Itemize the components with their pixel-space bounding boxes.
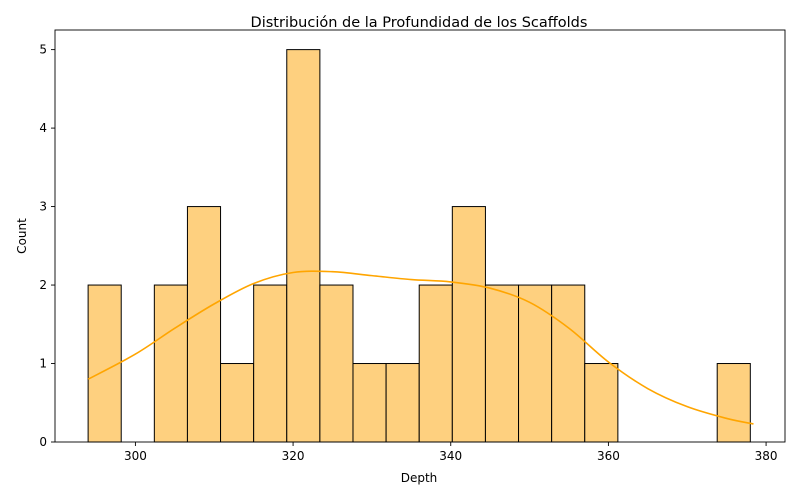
x-tick-label: 300 xyxy=(124,449,147,463)
histogram-bar xyxy=(253,284,288,443)
y-tick-label: 2 xyxy=(39,278,47,292)
x-axis-label: Depth xyxy=(401,471,438,485)
histogram-bar xyxy=(484,284,520,443)
plot-frame xyxy=(54,29,786,443)
y-tick-label: 1 xyxy=(39,357,47,371)
histogram-bar xyxy=(584,363,619,443)
histogram-bar xyxy=(551,284,586,443)
y-tick-label: 5 xyxy=(39,43,47,57)
histogram-bar xyxy=(716,363,751,443)
histogram-bar xyxy=(418,284,453,443)
histogram-bar xyxy=(220,363,255,443)
histogram-bar xyxy=(286,49,321,443)
histogram-bar xyxy=(518,284,553,443)
y-tick-label: 4 xyxy=(39,121,47,135)
x-tick-label: 380 xyxy=(755,449,778,463)
histogram-bar xyxy=(352,363,387,443)
kde-line xyxy=(87,270,754,425)
x-tick-label: 320 xyxy=(282,449,305,463)
x-tick-label: 340 xyxy=(439,449,462,463)
x-tick-label: 360 xyxy=(597,449,620,463)
histogram-bar xyxy=(385,363,420,443)
y-axis-label: Count xyxy=(15,218,29,254)
y-axis-ticks: 0 1 2 3 4 5 xyxy=(39,43,55,449)
x-axis-ticks: 300 320 340 360 380 xyxy=(124,442,778,463)
y-tick-label: 0 xyxy=(39,435,47,449)
bars-group xyxy=(87,49,751,443)
histogram-bar xyxy=(153,284,188,443)
histogram-bar xyxy=(451,206,486,443)
y-tick-label: 3 xyxy=(39,200,47,214)
histogram-bar xyxy=(87,284,122,443)
histogram-bar xyxy=(319,284,354,443)
histogram-bar xyxy=(186,206,222,443)
chart-title: Distribución de la Profundidad de los Sc… xyxy=(251,15,588,31)
